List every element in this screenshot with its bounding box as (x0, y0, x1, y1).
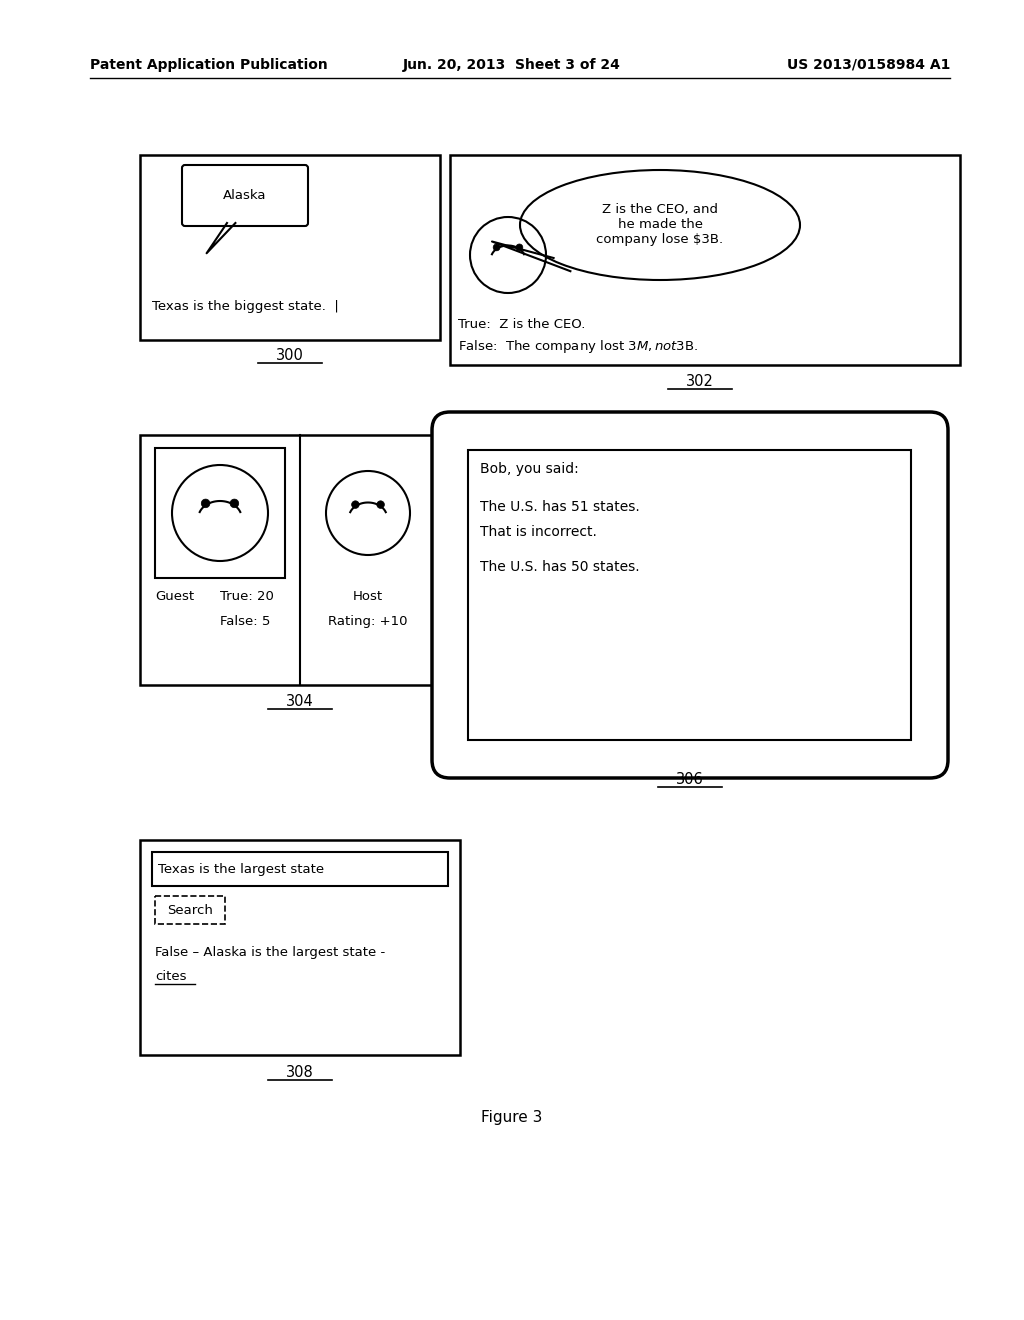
Text: False:  The company lost $3M, not $3B.: False: The company lost $3M, not $3B. (458, 338, 698, 355)
Circle shape (516, 244, 523, 251)
Text: Host: Host (353, 590, 383, 603)
Text: Search: Search (167, 903, 213, 916)
Text: Z is the CEO, and
he made the
company lose $3B.: Z is the CEO, and he made the company lo… (596, 203, 724, 247)
FancyBboxPatch shape (140, 840, 460, 1055)
Circle shape (351, 500, 359, 508)
Text: Jun. 20, 2013  Sheet 3 of 24: Jun. 20, 2013 Sheet 3 of 24 (403, 58, 621, 73)
Polygon shape (207, 223, 236, 253)
FancyBboxPatch shape (182, 165, 308, 226)
FancyBboxPatch shape (152, 851, 449, 886)
Text: US 2013/0158984 A1: US 2013/0158984 A1 (786, 58, 950, 73)
Text: The U.S. has 51 states.: The U.S. has 51 states. (480, 500, 640, 513)
Circle shape (377, 500, 384, 508)
Circle shape (230, 499, 239, 508)
Circle shape (494, 244, 500, 251)
FancyBboxPatch shape (432, 412, 948, 777)
Text: False: 5: False: 5 (220, 615, 270, 628)
Text: Bob, you said:: Bob, you said: (480, 462, 579, 477)
Text: Patent Application Publication: Patent Application Publication (90, 58, 328, 73)
Text: True:  Z is the CEO.: True: Z is the CEO. (458, 318, 586, 331)
Text: 300: 300 (276, 348, 304, 363)
FancyBboxPatch shape (450, 154, 961, 366)
Text: 304: 304 (286, 694, 314, 709)
FancyBboxPatch shape (155, 447, 285, 578)
Ellipse shape (520, 170, 800, 280)
FancyBboxPatch shape (140, 154, 440, 341)
Text: 302: 302 (686, 374, 714, 389)
Text: 306: 306 (676, 772, 703, 787)
Text: 308: 308 (286, 1065, 314, 1080)
Text: Guest: Guest (155, 590, 195, 603)
Circle shape (202, 499, 210, 508)
Polygon shape (492, 242, 570, 271)
Text: False – Alaska is the largest state -: False – Alaska is the largest state - (155, 946, 385, 960)
FancyBboxPatch shape (140, 436, 460, 685)
Text: cites: cites (155, 970, 186, 983)
Text: True: 20: True: 20 (220, 590, 273, 603)
Text: That is incorrect.: That is incorrect. (480, 525, 597, 539)
FancyBboxPatch shape (155, 896, 225, 924)
Text: Rating: +10: Rating: +10 (329, 615, 408, 628)
FancyBboxPatch shape (468, 450, 911, 741)
Text: Texas is the biggest state.  |: Texas is the biggest state. | (152, 300, 339, 313)
Text: Texas is the largest state: Texas is the largest state (158, 863, 325, 876)
Text: Alaska: Alaska (223, 189, 266, 202)
Text: The U.S. has 50 states.: The U.S. has 50 states. (480, 560, 640, 574)
Text: Figure 3: Figure 3 (481, 1110, 543, 1125)
